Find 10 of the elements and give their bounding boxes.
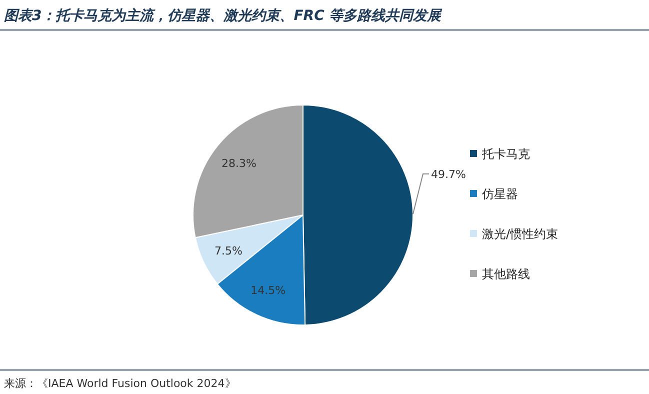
chart-title: 图表3：托卡马克为主流，仿星器、激光约束、FRC 等多路线共同发展: [4, 7, 444, 24]
legend-label: 其他路线: [482, 267, 530, 281]
legend-label: 激光/惯性约束: [482, 227, 558, 241]
data-label: 28.3%: [221, 157, 256, 170]
legend-label: 托卡马克: [481, 147, 530, 161]
data-label: 14.5%: [250, 284, 286, 297]
data-label: 49.7%: [430, 168, 466, 181]
data-label: 7.5%: [214, 244, 242, 258]
source-note: 来源：《IAEA World Fusion Outlook 2024》: [4, 377, 236, 390]
legend-label: 仿星器: [481, 187, 518, 201]
